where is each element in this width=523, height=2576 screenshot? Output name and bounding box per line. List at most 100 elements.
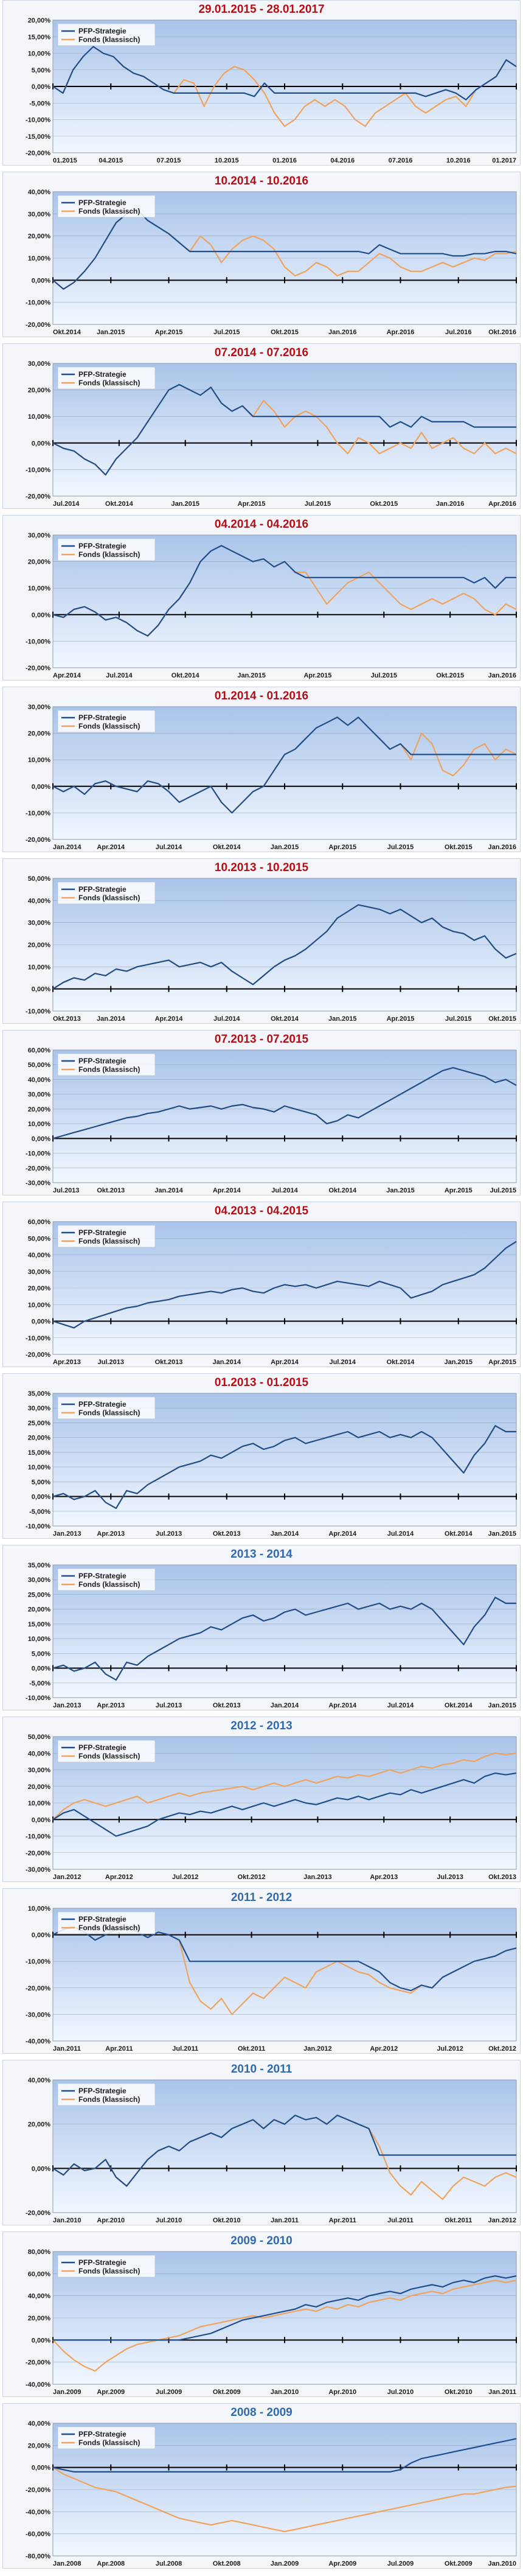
chart-title: 07.2013 - 07.2015 [214,1033,309,1046]
x-tick-label: Jul.2016 [445,329,471,336]
x-tick-label: Jan.2016 [436,500,464,508]
x-tick-label: Jan.2015 [271,844,299,851]
y-tick-label: -10,00% [26,1958,50,1965]
y-tick-label: 10,00% [28,413,51,421]
y-tick-label: -10,00% [26,1695,50,1702]
legend-label: Fonds (klassisch) [78,1409,140,1417]
x-tick-label: Okt.2014 [213,844,241,851]
legend-label: Fonds (klassisch) [78,379,140,387]
chart-svg: 60,00% 50,00% 40,00% 30,00% 20,00% 10,00% 0,00… [26,1047,517,1194]
x-tick-label: Okt.2013 [488,1874,516,1881]
y-tick-label: 0,00% [32,1135,50,1143]
chart-panel: 29.01.2015 - 28.01.2017 20,00% 15,00% 10,00… [2,0,521,166]
y-tick-label: -20,00% [26,1850,50,1857]
chart-svg: 60,00% 50,00% 40,00% 30,00% 20,00% 10,00% 0,00… [26,1219,517,1366]
x-tick-label: Jul.2013 [98,1359,124,1366]
chart-panel: 2013 - 2014 35,00% 30,00% 25,00% 20,00% 15,00… [2,1545,521,1710]
x-tick-label: Okt.2010 [445,2389,473,2396]
x-tick-label: Jul.2008 [156,2560,182,2567]
x-tick-label: Jan.2014 [271,1702,299,1709]
chart-panel: 01.2014 - 01.2016 30,00% 20,00% 10,00% 0,00%… [2,687,521,852]
x-tick-label: 10.2016 [446,157,471,164]
x-tick-label: Jan.2011 [53,2045,81,2053]
y-tick-label: -30,00% [26,2011,50,2018]
x-tick-label: Jan.2015 [488,1530,516,1538]
x-tick-label: Okt.2009 [213,2389,241,2396]
x-tick-label: Apr.2016 [488,500,516,508]
y-tick-label: 0,00% [32,2337,50,2344]
y-tick-label: 10,00% [28,1464,51,1471]
x-tick-label: Jul.2013 [53,1187,79,1194]
y-tick-label: 10,00% [28,1636,51,1643]
x-tick-label: Jan.2014 [53,844,81,851]
y-tick-label: 0,00% [32,783,50,791]
x-tick-label: Apr.2015 [328,844,356,851]
y-tick-label: 20,00% [28,1435,51,1442]
y-tick-label: 20,00% [28,17,51,24]
legend-label: Fonds (klassisch) [78,2095,140,2104]
chart-panel: 07.2013 - 07.2015 60,00% 50,00% 40,00% 30,00… [2,1030,521,1195]
x-tick-label: Okt.2013 [97,1187,125,1194]
y-tick-label: -10,00% [26,810,50,817]
series-line-fund [52,2280,517,2372]
x-tick-label: Okt.2015 [370,500,398,508]
y-tick-label: 30,00% [28,1405,51,1412]
y-tick-label: 0,00% [32,1816,50,1824]
legend-label: PFP-Strategie [78,713,126,722]
y-tick-label: 5,00% [32,67,50,74]
x-tick-label: Okt.2015 [271,329,299,336]
legend-box [57,195,156,218]
legend-label: PFP-Strategie [78,370,126,379]
chart-svg: 50,00% 40,00% 30,00% 20,00% 10,00% 0,00% -10,0… [26,875,517,1023]
y-tick-label: 20,00% [28,1783,51,1791]
y-tick-label: -20,00% [26,2210,50,2217]
x-tick-label: Okt.2013 [53,1015,81,1023]
x-tick-label: Apr.2011 [105,2045,133,2053]
legend-box [57,1396,156,1419]
y-tick-label: 20,00% [28,387,51,394]
legend-label: Fonds (klassisch) [78,1923,140,1932]
x-tick-label: Jul.2015 [445,1015,471,1023]
x-tick-label: Apr.2014 [328,1702,357,1709]
x-tick-label: Apr.2013 [97,1702,125,1709]
x-tick-label: Okt.2014 [328,1187,357,1194]
y-tick-label: 50,00% [28,1235,51,1242]
x-tick-label: Okt.2013 [213,1702,241,1709]
y-tick-label: 50,00% [28,1062,51,1069]
legend-box [57,710,156,733]
legend-label: PFP-Strategie [78,1572,126,1580]
chart-svg: 40,00% 30,00% 20,00% 10,00% 0,00% -10,00% -20,… [26,189,517,336]
x-tick-label: Jul.2014 [53,500,80,508]
x-tick-label: Okt.2013 [155,1359,183,1366]
x-tick-label: Jul.2015 [371,672,397,679]
x-tick-label: Apr.2014 [97,844,125,851]
y-tick-label: 40,00% [28,1076,51,1083]
x-tick-label: Jan.2015 [171,500,199,508]
legend-label: Fonds (klassisch) [78,1752,140,1760]
series-line-strategy [52,545,516,637]
chart-title: 2012 - 2013 [230,1720,293,1732]
x-tick-label: Apr.2014 [271,1359,299,1366]
y-tick-label: -10,00% [26,638,50,645]
chart-panel: 04.2013 - 04.2015 60,00% 50,00% 40,00% 30,00… [2,1202,521,1367]
y-tick-label: 20,00% [28,730,51,738]
y-tick-label: 20,00% [28,1606,51,1614]
chart-svg: 35,00% 30,00% 25,00% 20,00% 15,00% 10,00% 5,00… [26,1562,517,1709]
y-tick-label: 30,00% [28,360,51,368]
x-tick-label: Okt.2012 [488,2045,516,2053]
x-tick-label: Jan.2012 [488,2217,516,2224]
x-tick-label: Okt.2014 [445,1702,473,1709]
x-tick-label: Jan.2012 [53,1874,81,1881]
y-tick-label: -20,00% [26,2487,50,2494]
chart-title: 01.2014 - 01.2016 [214,690,309,702]
legend-label: PFP-Strategie [78,27,126,35]
y-tick-label: 0,00% [32,1318,50,1326]
y-tick-label: -10,00% [26,1150,50,1158]
x-tick-label: 07.2015 [157,157,181,164]
